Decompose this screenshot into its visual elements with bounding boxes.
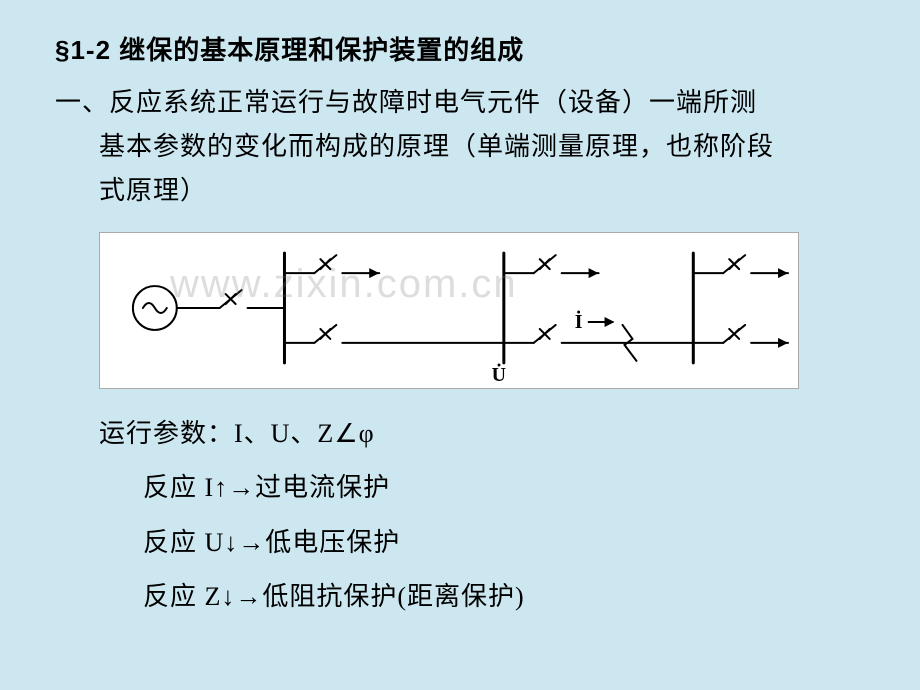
slide: §1-2 继保的基本原理和保护装置的组成 一、反应系统正常运行与故障时电气元件（… <box>0 0 920 690</box>
section1-line2: 基本参数的变化而构成的原理（单端测量原理，也称阶段 <box>55 125 865 169</box>
section-title: §1-2 继保的基本原理和保护装置的组成 <box>55 30 865 67</box>
section1-line1: 一、反应系统正常运行与故障时电气元件（设备）一端所测 <box>55 81 865 125</box>
param-line-u: 反应 U↓→低电压保护 <box>55 516 865 571</box>
circuit-svg: İ U̇ <box>100 233 798 383</box>
parameters-block: 运行参数：I、U、Z∠φ 反应 I↑→过电流保护 反应 U↓→低电压保护 反应 … <box>55 407 865 625</box>
circuit-diagram: İ U̇ <box>99 232 799 389</box>
param-line-main: 运行参数：I、U、Z∠φ <box>55 407 865 462</box>
svg-text:İ: İ <box>575 309 583 333</box>
section1-line3: 式原理） <box>55 169 865 213</box>
param-line-z: 反应 Z↓→低阻抗保护(距离保护) <box>55 570 865 625</box>
svg-text:U̇: U̇ <box>492 361 506 382</box>
param-line-i: 反应 I↑→过电流保护 <box>55 461 865 516</box>
